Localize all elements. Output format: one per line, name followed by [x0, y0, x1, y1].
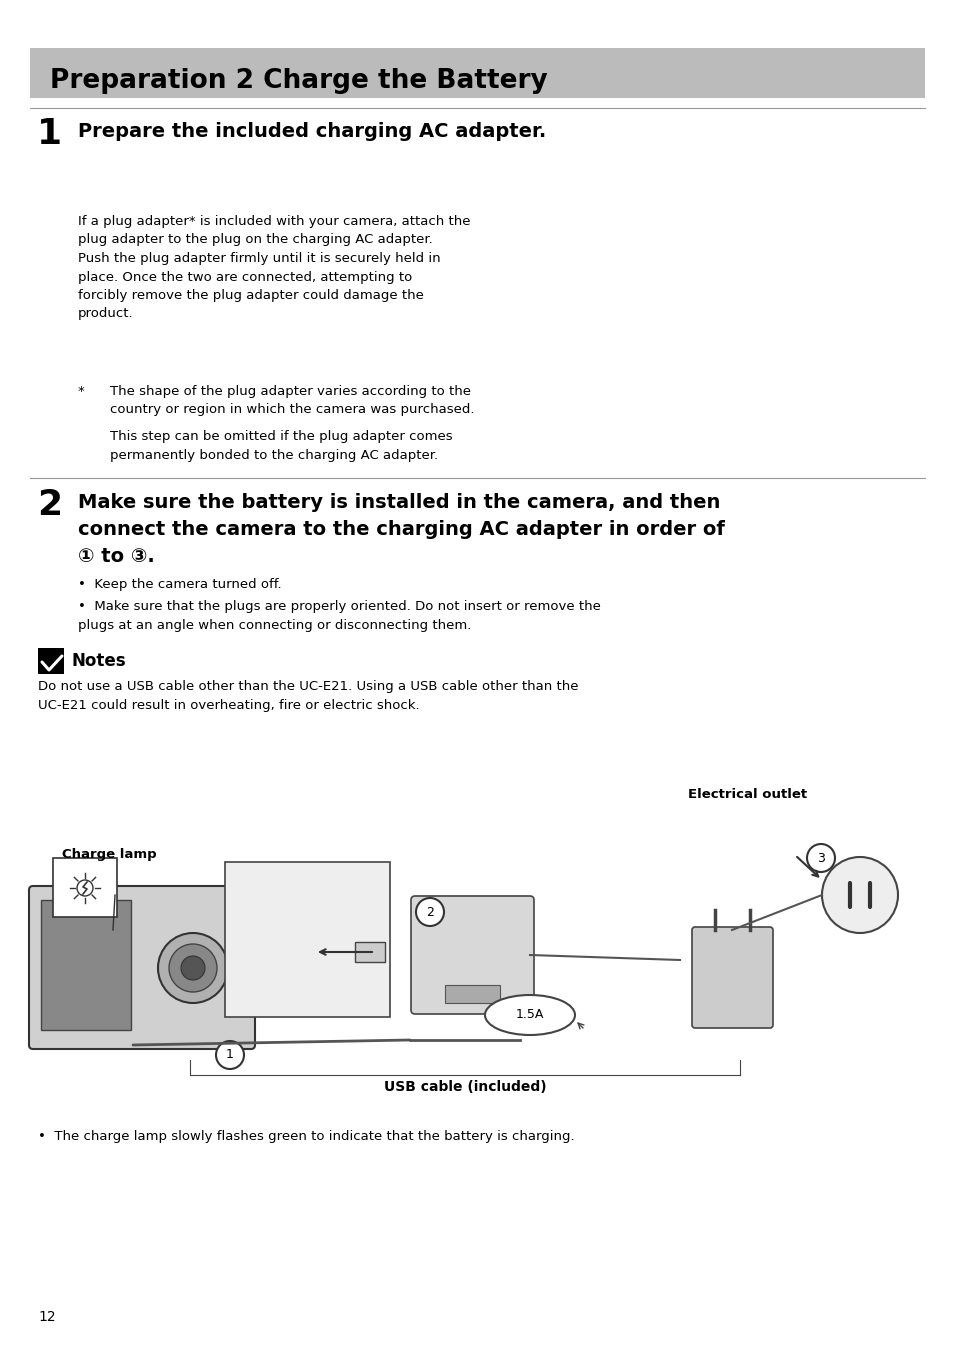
Text: Electrical outlet: Electrical outlet: [687, 788, 806, 802]
Circle shape: [806, 845, 834, 872]
Circle shape: [416, 898, 443, 925]
Text: •  The charge lamp slowly flashes green to indicate that the battery is charging: • The charge lamp slowly flashes green t…: [38, 1130, 574, 1143]
Bar: [41, 900, 131, 1030]
Text: 12: 12: [38, 1310, 55, 1323]
Circle shape: [215, 1041, 244, 1069]
Text: •  Make sure that the plugs are properly oriented. Do not insert or remove the
p: • Make sure that the plugs are properly …: [78, 600, 600, 632]
Bar: [444, 985, 499, 1003]
Text: *: *: [78, 385, 85, 398]
Text: 1: 1: [226, 1049, 233, 1061]
Text: Charge lamp: Charge lamp: [62, 847, 156, 861]
Text: The shape of the plug adapter varies according to the
    country or region in w: The shape of the plug adapter varies acc…: [92, 385, 474, 417]
Text: Preparation 2 Charge the Battery: Preparation 2 Charge the Battery: [50, 69, 547, 94]
Text: 1: 1: [37, 117, 62, 151]
Text: This step can be omitted if the plug adapter comes
    permanently bonded to the: This step can be omitted if the plug ada…: [92, 430, 452, 461]
Ellipse shape: [484, 995, 575, 1036]
Text: Do not use a USB cable other than the UC-E21. Using a USB cable other than the
U: Do not use a USB cable other than the UC…: [38, 681, 578, 712]
Bar: [38, 648, 64, 674]
Bar: [30, 48, 924, 98]
Circle shape: [181, 956, 205, 981]
Circle shape: [158, 933, 228, 1003]
Text: connect the camera to the charging AC adapter in order of: connect the camera to the charging AC ad…: [78, 521, 724, 539]
Bar: [225, 862, 390, 1017]
Text: ① to ③.: ① to ③.: [78, 547, 154, 566]
FancyBboxPatch shape: [29, 886, 254, 1049]
Circle shape: [169, 944, 216, 993]
Text: Make sure the battery is installed in the camera, and then: Make sure the battery is installed in th…: [78, 494, 720, 512]
Text: 1.5A: 1.5A: [516, 1009, 543, 1021]
Text: •  Keep the camera turned off.: • Keep the camera turned off.: [78, 578, 281, 590]
Text: 2: 2: [426, 905, 434, 919]
Text: Prepare the included charging AC adapter.: Prepare the included charging AC adapter…: [78, 122, 546, 141]
FancyBboxPatch shape: [53, 858, 117, 917]
Text: USB cable (included): USB cable (included): [383, 1080, 546, 1093]
Text: 3: 3: [816, 851, 824, 865]
FancyBboxPatch shape: [411, 896, 534, 1014]
Circle shape: [821, 857, 897, 933]
Text: Notes: Notes: [71, 652, 127, 670]
Bar: [355, 941, 385, 962]
Text: 2: 2: [37, 488, 62, 522]
FancyBboxPatch shape: [691, 927, 772, 1028]
Text: If a plug adapter* is included with your camera, attach the
plug adapter to the : If a plug adapter* is included with your…: [78, 215, 470, 320]
